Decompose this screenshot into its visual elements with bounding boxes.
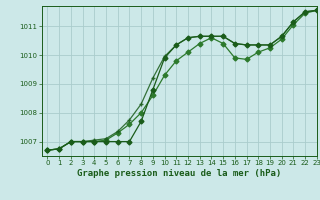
X-axis label: Graphe pression niveau de la mer (hPa): Graphe pression niveau de la mer (hPa): [77, 169, 281, 178]
